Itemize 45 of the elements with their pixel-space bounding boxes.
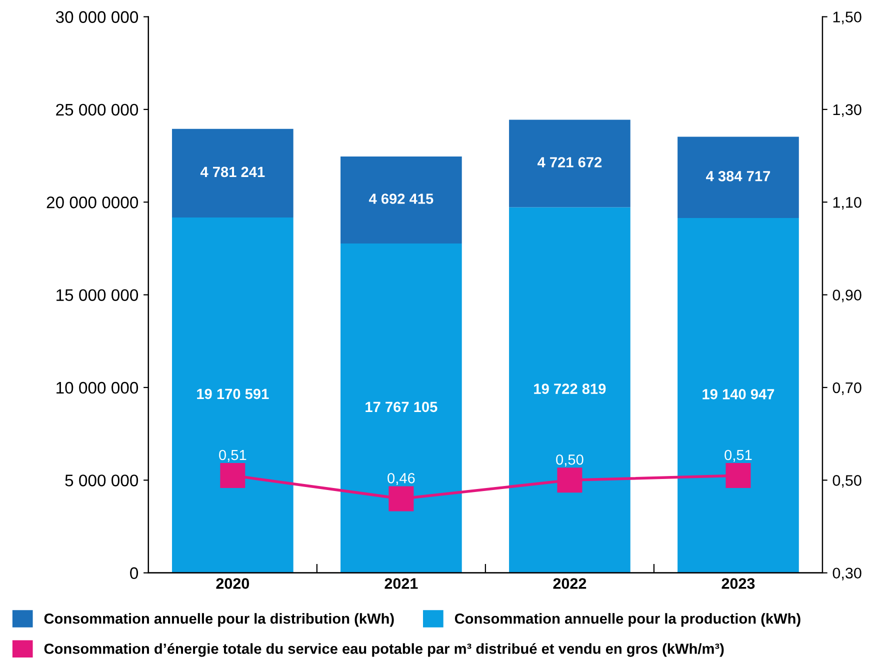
- point: [557, 468, 582, 493]
- data-label: 4 721 672: [537, 157, 602, 168]
- bar: [172, 217, 294, 573]
- x-tick-label: 2021: [384, 578, 418, 589]
- data-label: 0,51: [219, 450, 246, 462]
- data-label: 0,51: [724, 450, 752, 462]
- y-tick-label: 25 000 000: [56, 104, 138, 116]
- legend-label: Consommation annuelle pour la distribution (kWh): [44, 613, 394, 627]
- x-tick-label: 2022: [553, 578, 586, 589]
- data-label: 17 767 105: [366, 402, 438, 412]
- legend-label: Consommation d’énergie totale du service eau potable par m³ distribué et vendu en gros (kWh/m³): [44, 643, 724, 657]
- y2-tick-label: 1,30: [833, 104, 862, 117]
- y-tick-label: 10 000 000: [56, 382, 138, 394]
- y-tick-label: 0: [130, 567, 138, 580]
- legend-label: Consommation annuelle pour la production (kWh): [454, 613, 800, 627]
- bar: [509, 207, 630, 573]
- bar: [340, 244, 462, 573]
- data-label: 19 140 947: [702, 389, 774, 400]
- y-tick-label: 15 000 000: [56, 289, 138, 302]
- data-label: 4 781 241: [200, 166, 265, 178]
- bar: [340, 156, 462, 244]
- y-tick-label: 5 000 000: [65, 474, 138, 486]
- y-tick-label: 30 000 000: [56, 11, 138, 23]
- data-label: 19 722 819: [534, 384, 606, 394]
- y2-tick-label: 1,10: [833, 196, 862, 210]
- y2-tick-label: 0,30: [832, 568, 862, 580]
- data-label: 4 692 415: [368, 194, 434, 204]
- data-label: 4 384 717: [706, 170, 770, 182]
- y-tick-label: 20 000 0000: [46, 196, 138, 208]
- y2-tick-label: 0,90: [832, 290, 862, 302]
- data-label: 0,46: [388, 472, 415, 486]
- x-tick-label: 2023: [722, 578, 755, 589]
- bar: [172, 128, 294, 218]
- bar: [509, 120, 630, 208]
- point: [388, 486, 414, 512]
- y2-tick-label: 0,70: [832, 382, 862, 395]
- bar: [678, 218, 799, 573]
- y2-tick-label: 0,50: [832, 475, 862, 488]
- data-label: 19 170 591: [197, 388, 269, 400]
- x-tick-label: 2020: [216, 578, 250, 589]
- point: [220, 463, 246, 488]
- bar: [678, 136, 799, 218]
- y2-tick-label: 1,50: [833, 12, 862, 24]
- point: [726, 463, 751, 488]
- data-label: 0,50: [556, 454, 584, 467]
